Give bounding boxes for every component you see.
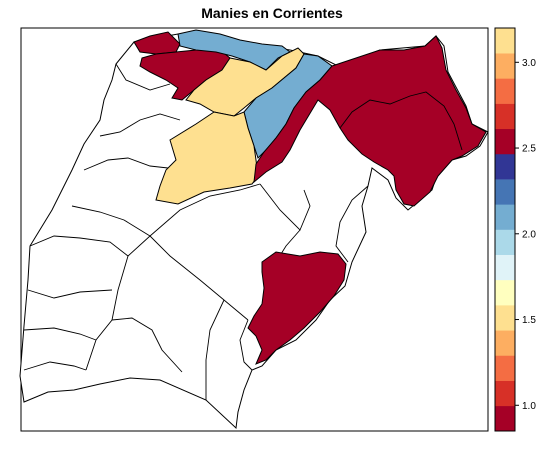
legend-color-step bbox=[495, 53, 515, 79]
color-legend: 1.0 1.5 2.0 2.5 3.0 bbox=[494, 27, 536, 432]
legend-tick-label: 2.5 bbox=[522, 144, 536, 155]
legend-color-step bbox=[495, 405, 515, 432]
legend-color-step bbox=[495, 103, 515, 130]
department-boundaries bbox=[23, 63, 369, 400]
department-region bbox=[133, 31, 181, 55]
plot-frame bbox=[20, 27, 489, 432]
legend-color-step bbox=[495, 330, 515, 356]
legend-color-step bbox=[495, 380, 515, 407]
legend-color-step bbox=[495, 153, 515, 180]
legend-color-step bbox=[495, 28, 515, 54]
department-region bbox=[253, 35, 487, 207]
department-boundary bbox=[339, 91, 463, 151]
legend-tick-label: 1.0 bbox=[522, 401, 536, 412]
department-region bbox=[177, 29, 291, 71]
legend-color-step bbox=[495, 305, 515, 331]
legend-tick-label: 3.0 bbox=[522, 58, 536, 69]
legend-color-step bbox=[495, 128, 515, 155]
map-title: Manies en Corrientes bbox=[201, 5, 343, 21]
legend-color-step bbox=[495, 355, 515, 381]
legend-frame bbox=[494, 27, 516, 432]
department-region bbox=[247, 251, 347, 365]
legend-tick-label: 1.5 bbox=[522, 315, 536, 326]
legend-tick-label: 2.0 bbox=[522, 229, 536, 240]
legend-color-step bbox=[495, 78, 515, 104]
legend-color-step bbox=[495, 179, 515, 205]
legend-color-step bbox=[495, 229, 515, 255]
legend-color-step bbox=[495, 254, 515, 281]
legend-color-step bbox=[495, 204, 515, 230]
legend-color-step bbox=[495, 279, 515, 306]
